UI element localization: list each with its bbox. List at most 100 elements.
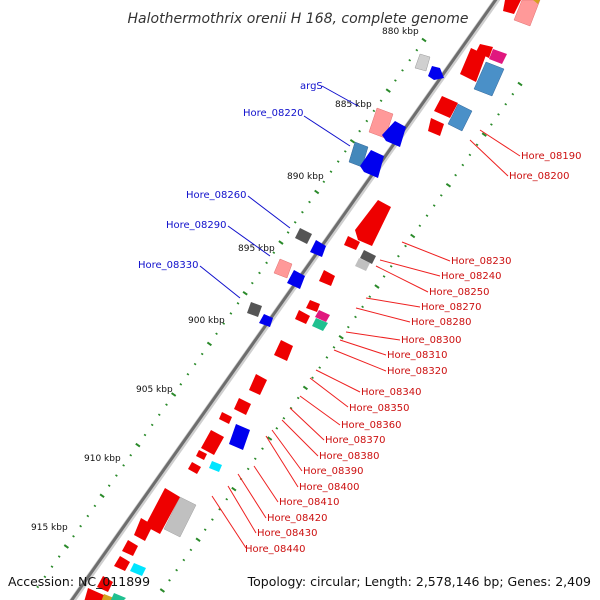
gene-arrow[interactable] [295, 310, 310, 324]
gene-arrow[interactable] [306, 300, 320, 312]
gene-label[interactable]: Hore_08250 [429, 287, 490, 298]
gene-label[interactable]: Hore_08320 [387, 366, 448, 377]
minor-tick [86, 514, 90, 518]
gene-arrow[interactable] [287, 270, 305, 289]
gene-arrow[interactable] [274, 340, 293, 361]
gene-label[interactable]: Hore_08240 [441, 271, 502, 282]
major-tick [63, 544, 69, 549]
gene-label[interactable]: Hore_08340 [361, 387, 422, 398]
gene-label[interactable]: Hore_08310 [387, 350, 448, 361]
gene-arrow[interactable] [234, 398, 251, 415]
major-tick [385, 88, 391, 93]
gene-arrow[interactable] [122, 540, 138, 556]
gene-arrow[interactable] [97, 576, 113, 592]
minor-tick [425, 214, 429, 217]
gene-arrow[interactable] [460, 48, 486, 82]
gene-arrow[interactable] [259, 314, 273, 327]
gene-label[interactable]: Hore_08190 [521, 151, 582, 162]
gene-feature[interactable] [130, 563, 146, 576]
minor-tick [275, 427, 279, 430]
gene-label[interactable]: Hore_08270 [421, 302, 482, 313]
minor-tick [165, 403, 168, 406]
gene-label[interactable]: Hore_08370 [325, 435, 386, 446]
kbp-label: 880 kbp [382, 27, 419, 37]
minor-tick [365, 119, 369, 123]
gene-feature[interactable] [360, 250, 376, 264]
gene-label[interactable]: Hore_08350 [349, 403, 410, 414]
minor-tick [215, 332, 218, 336]
gene-label[interactable]: Hore_08330 [138, 260, 199, 271]
gene-arrow[interactable] [476, 44, 493, 58]
kbp-label: 885 kbp [335, 100, 372, 110]
minor-tick [57, 555, 61, 558]
gene-label[interactable]: Hore_08440 [245, 544, 306, 555]
gene-label[interactable]: Hore_08380 [319, 451, 380, 462]
gene-feature[interactable] [110, 593, 126, 600]
gene-arrow[interactable] [503, 0, 521, 14]
gene-label[interactable]: Hore_08280 [411, 317, 472, 328]
gene-feature[interactable] [447, 103, 473, 132]
minor-tick [265, 261, 268, 265]
major-tick [421, 37, 427, 43]
gene-arrow[interactable] [249, 374, 267, 395]
gene-arrow[interactable] [428, 118, 444, 136]
gene-arrow[interactable] [196, 450, 207, 460]
gene-feature[interactable] [295, 228, 312, 244]
gene-arrow[interactable] [188, 462, 201, 474]
gene-feature[interactable] [101, 594, 114, 600]
gene-label[interactable]: Hore_08230 [451, 256, 512, 267]
gene-label[interactable]: Hore_08260 [186, 190, 247, 201]
gene-feature[interactable] [315, 310, 330, 322]
gene-arrow[interactable] [134, 518, 153, 541]
gene-label[interactable]: Hore_08360 [341, 420, 402, 431]
gene-feature[interactable] [473, 61, 505, 97]
gene-label[interactable]: Hore_08300 [401, 335, 462, 346]
gene-arrow[interactable] [428, 66, 444, 80]
minor-tick [79, 524, 82, 528]
gene-label[interactable]: Hore_08200 [509, 171, 570, 182]
gene-feature[interactable] [247, 302, 262, 317]
gene-label[interactable]: Hore_08220 [243, 108, 304, 119]
minor-tick [346, 325, 350, 329]
gene-feature[interactable] [84, 588, 106, 600]
gene-label-argS[interactable]: argS [300, 81, 323, 92]
gene-label[interactable]: Hore_08390 [303, 466, 364, 477]
gene-arrow[interactable] [219, 412, 232, 424]
tick-marks [36, 37, 523, 593]
gene-arrow[interactable] [360, 150, 384, 178]
gene-arrow[interactable] [114, 556, 130, 571]
minor-tick [372, 109, 376, 113]
gene-arrow[interactable] [355, 200, 391, 246]
gene-label[interactable]: Hore_08290 [166, 220, 227, 231]
gene-arrow[interactable] [319, 270, 335, 286]
gene-feature[interactable] [355, 258, 370, 271]
minor-tick [401, 69, 404, 72]
gene-arrow[interactable] [310, 240, 326, 257]
gene-feature[interactable] [312, 318, 328, 331]
gene-label[interactable]: Hore_08430 [257, 528, 318, 539]
gene-arrow[interactable] [382, 121, 406, 147]
gene-feature[interactable] [533, 0, 540, 4]
gene-feature[interactable] [273, 258, 293, 279]
gene-feature[interactable] [414, 53, 431, 72]
inner-gene-labels: argS Hore_08220 Hore_08260 Hore_08290 Ho… [138, 81, 359, 299]
gene-arrow[interactable] [145, 488, 180, 534]
gene-arrow[interactable] [201, 430, 224, 455]
minor-tick [293, 221, 297, 224]
gene-feature[interactable] [209, 461, 222, 472]
gene-arrow[interactable] [229, 424, 250, 450]
gene-label[interactable]: Hore_08400 [299, 482, 360, 493]
gene-label[interactable]: Hore_08420 [267, 513, 328, 524]
gene-label[interactable]: Hore_08410 [279, 497, 340, 508]
major-tick [278, 240, 284, 245]
gene-arrow[interactable] [344, 236, 360, 250]
gene-feature[interactable] [513, 0, 541, 27]
minor-tick [107, 484, 111, 487]
gene-arrow[interactable] [434, 96, 458, 118]
major-tick [231, 486, 237, 492]
gene-feature[interactable] [163, 496, 197, 538]
minor-tick [229, 312, 233, 315]
gene-feature[interactable] [489, 49, 507, 64]
